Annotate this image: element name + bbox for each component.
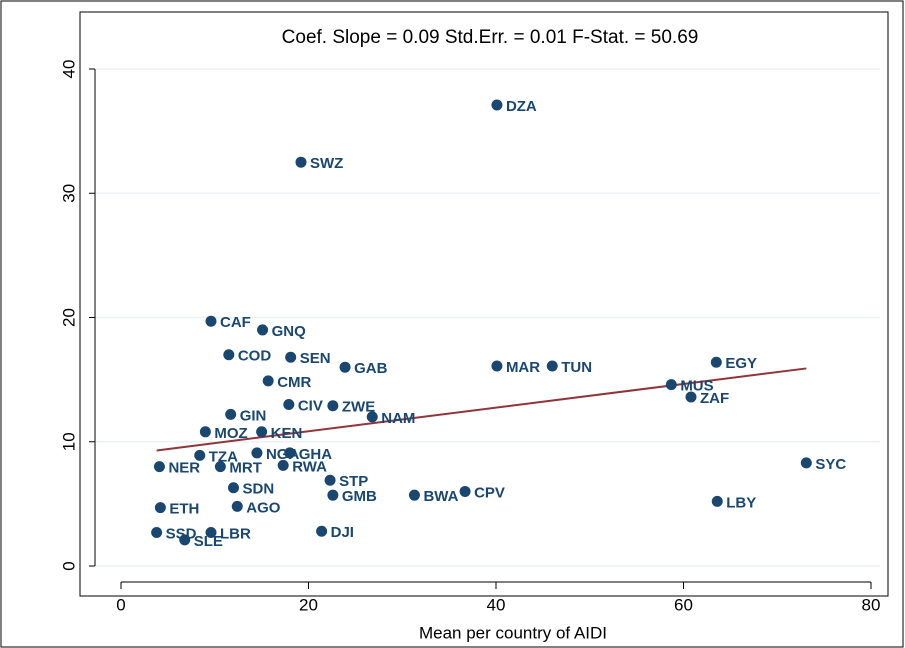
point-label: STP — [339, 473, 368, 490]
point — [151, 526, 163, 538]
y-tick-label: 30 — [59, 184, 78, 203]
point-label: MOZ — [214, 425, 247, 442]
point — [295, 156, 307, 168]
y-tick-label: 20 — [59, 308, 78, 327]
point — [284, 447, 296, 459]
point — [199, 426, 211, 438]
point — [546, 360, 558, 372]
point — [257, 324, 269, 336]
x-tick-label: 80 — [862, 595, 881, 614]
point-label: KEN — [271, 425, 303, 442]
point — [283, 398, 295, 410]
point — [316, 525, 328, 537]
point-label: SEN — [300, 350, 331, 367]
fit-line — [156, 367, 807, 452]
x-tick-label: 20 — [299, 595, 318, 614]
point — [214, 461, 226, 473]
y-tick-label: 0 — [59, 561, 78, 570]
point-label: MRT — [229, 460, 262, 477]
point-label: NAM — [381, 410, 415, 427]
point-label: SDN — [243, 481, 275, 498]
point — [154, 502, 166, 514]
point-label: TZA — [209, 448, 238, 465]
point — [194, 449, 206, 461]
point — [685, 391, 697, 403]
point-label: GNQ — [272, 323, 307, 340]
x-axis-title: Mean per country of AIDI — [419, 623, 607, 642]
point-label: DZA — [506, 98, 537, 115]
x-tick-label: 40 — [487, 595, 506, 614]
point-label: COD — [238, 348, 272, 365]
point-label: SWZ — [310, 155, 343, 172]
subtitle: Coef. Slope = 0.09 Std.Err. = 0.01 F-Sta… — [282, 27, 699, 48]
point-label: SYC — [815, 456, 846, 473]
point-label: GHA — [299, 446, 333, 463]
point-label: CIV — [298, 397, 323, 414]
point — [285, 351, 297, 363]
point — [327, 489, 339, 501]
point-label: MAR — [506, 359, 540, 376]
point — [339, 361, 351, 373]
point — [491, 99, 503, 111]
point-label: GAB — [354, 360, 388, 377]
point — [153, 461, 165, 473]
point — [665, 379, 677, 391]
point — [710, 356, 722, 368]
point — [327, 400, 339, 412]
point-label: BWA — [423, 488, 458, 505]
point — [491, 360, 503, 372]
point-label: ZAF — [700, 390, 729, 407]
point-label: CMR — [277, 374, 311, 391]
point — [256, 426, 268, 438]
point — [262, 375, 274, 387]
point-label: NER — [168, 460, 200, 477]
point — [223, 349, 235, 361]
point-label: MUS — [680, 378, 713, 395]
point-label: GMB — [342, 488, 377, 505]
point-label: LBY — [726, 494, 756, 511]
point-label: CAF — [220, 314, 251, 331]
point — [800, 457, 812, 469]
point — [205, 526, 217, 538]
point — [711, 495, 723, 507]
point-label: DJI — [331, 524, 354, 541]
point — [251, 447, 263, 459]
point-label: TUN — [561, 359, 592, 376]
y-tick-label: 40 — [59, 60, 78, 79]
point-label: CPV — [474, 484, 505, 501]
point — [408, 489, 420, 501]
point — [179, 534, 191, 546]
point-label: RWA — [292, 458, 327, 475]
y-tick-label: 10 — [59, 432, 78, 451]
point-label: EGY — [725, 355, 757, 372]
plot-frame — [79, 11, 889, 597]
point-label: GIN — [240, 407, 267, 424]
point-label: ETH — [169, 501, 199, 518]
point — [324, 474, 336, 486]
x-tick-label: 60 — [674, 595, 693, 614]
point — [231, 500, 243, 512]
point — [277, 459, 289, 471]
point — [228, 482, 239, 494]
point-label: ZWE — [342, 399, 375, 416]
point — [459, 485, 471, 497]
x-tick-label: 0 — [116, 595, 125, 614]
point — [225, 408, 237, 420]
point-label: AGO — [246, 499, 281, 516]
point — [205, 315, 217, 327]
point-label: SLE — [194, 533, 223, 550]
point — [366, 411, 378, 423]
point-label: LBR — [220, 525, 251, 542]
